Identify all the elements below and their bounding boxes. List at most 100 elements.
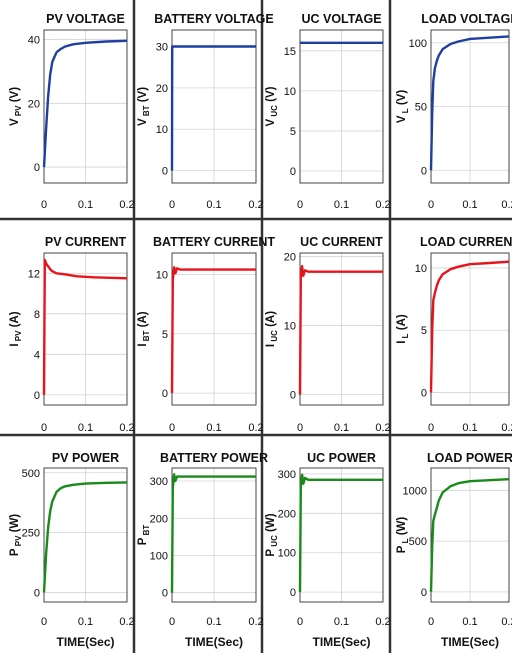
chart-panel-4: LOAD VOLTAGE 0 0.1 0.2 0 50 100 V L (V)	[396, 12, 512, 211]
chart-title: BATTERY POWER	[160, 451, 268, 465]
chart-title: PV POWER	[52, 451, 119, 465]
series-line	[298, 264, 383, 395]
x-tick-label: 0.1	[462, 199, 477, 211]
x-tick-label: 0.2	[375, 616, 390, 628]
plot-frame	[430, 29, 510, 184]
x-axis-label: TIME(Sec)	[441, 635, 499, 649]
y-tick-label: 10	[156, 124, 168, 136]
x-tick-label: 0.2	[248, 616, 263, 628]
y-tick-label: 500	[22, 468, 40, 480]
y-tick-label: 250	[22, 528, 40, 540]
series-line	[42, 481, 128, 593]
series-line	[429, 260, 510, 393]
y-tick-label: 5	[421, 325, 427, 337]
y-tick-label: 10	[284, 321, 296, 333]
chart-title: BATTERY CURRENT	[153, 235, 275, 249]
x-tick-label: 0.2	[501, 616, 512, 628]
x-tick-label: 0	[169, 199, 175, 211]
y-axis-label: P UC (W)	[265, 513, 279, 556]
y-axis-label: V PV (V)	[9, 87, 23, 126]
x-tick-label: 0	[41, 199, 47, 211]
y-tick-label: 8	[34, 309, 40, 321]
y-tick-label: 0	[162, 166, 168, 178]
y-tick-label: 5	[162, 329, 168, 341]
x-axis-label: TIME(Sec)	[56, 635, 114, 649]
chart-panel-5: PV CURRENT 0 0.1 0.2 0 4 8 12 I PV (A)	[9, 235, 135, 434]
x-tick-label: 0.1	[78, 616, 93, 628]
y-tick-label: 50	[415, 102, 427, 114]
y-tick-label: 300	[278, 469, 296, 481]
plot-frame	[43, 29, 128, 184]
y-tick-label: 40	[28, 35, 40, 47]
x-tick-label: 0.2	[119, 422, 134, 434]
y-tick-label: 0	[290, 587, 296, 599]
y-tick-label: 10	[156, 269, 168, 281]
y-tick-label: 0	[162, 588, 168, 600]
series-line	[429, 478, 510, 592]
chart-panel-12: LOAD POWER 0 0.1 0.2 0 500 1000 P L (W) TIME(Sec…	[396, 451, 512, 649]
x-tick-label: 0	[297, 616, 303, 628]
y-tick-label: 500	[409, 536, 427, 548]
y-axis-label: P BT	[137, 525, 151, 546]
y-axis-label: P L (W)	[396, 517, 410, 554]
y-tick-label: 0	[34, 390, 40, 402]
chart-title: UC POWER	[307, 451, 376, 465]
y-tick-label: 10	[415, 263, 427, 275]
plot-frame	[43, 467, 128, 603]
y-axis-label: I PV (A)	[9, 311, 23, 346]
y-tick-label: 0	[290, 166, 296, 178]
x-tick-label: 0.2	[501, 422, 512, 434]
x-tick-label: 0.2	[501, 199, 512, 211]
plot-frame	[299, 29, 384, 184]
x-tick-label: 0.1	[462, 616, 477, 628]
plot-frame	[430, 467, 510, 603]
y-tick-label: 0	[34, 162, 40, 174]
y-tick-label: 4	[34, 349, 40, 361]
x-tick-label: 0.1	[78, 422, 93, 434]
y-tick-label: 200	[150, 513, 168, 525]
y-tick-label: 300	[150, 476, 168, 488]
y-axis-label: V UC (V)	[265, 86, 279, 126]
x-tick-label: 0	[169, 422, 175, 434]
chart-panel-11: UC POWER 0 0.1 0.2 0 100 200 300 P UC (W) TIME(Se…	[265, 451, 391, 649]
series-line	[298, 473, 383, 593]
x-tick-label: 0.2	[248, 199, 263, 211]
y-tick-label: 0	[290, 390, 296, 402]
chart-title: PV CURRENT	[45, 235, 127, 249]
chart-panel-3: UC VOLTAGE 0 0.1 0.2 0 5 10 15 V UC (V)	[265, 12, 391, 211]
y-tick-label: 100	[150, 550, 168, 562]
y-tick-label: 12	[28, 268, 40, 280]
y-tick-label: 0	[421, 587, 427, 599]
y-axis-label: V L (V)	[396, 90, 410, 123]
chart-panel-2: BATTERY VOLTAGE 0 0.1 0.2 0 10 20 30 V BT (V)	[137, 12, 274, 211]
x-tick-label: 0.1	[334, 616, 349, 628]
chart-panel-7: UC CURRENT 0 0.1 0.2 0 10 20 I UC (A)	[265, 235, 391, 434]
x-tick-label: 0.1	[206, 422, 221, 434]
y-tick-label: 30	[156, 42, 168, 54]
series-line	[170, 473, 256, 593]
x-tick-label: 0.2	[119, 616, 134, 628]
x-tick-label: 0	[41, 422, 47, 434]
y-tick-label: 15	[284, 46, 296, 58]
y-axis-label: P PV (W)	[9, 514, 23, 556]
x-axis-label: TIME(Sec)	[312, 635, 370, 649]
x-tick-label: 0	[428, 616, 434, 628]
chart-title: UC CURRENT	[300, 235, 383, 249]
x-tick-label: 0.1	[78, 199, 93, 211]
chart-title: UC VOLTAGE	[301, 12, 381, 26]
y-axis-label: I L (A)	[396, 314, 410, 344]
y-tick-label: 100	[278, 548, 296, 560]
y-tick-label: 5	[290, 126, 296, 138]
y-tick-label: 0	[34, 587, 40, 599]
x-tick-label: 0	[169, 616, 175, 628]
x-tick-label: 0.2	[119, 199, 134, 211]
y-tick-label: 0	[421, 165, 427, 177]
x-tick-label: 0	[297, 199, 303, 211]
chart-title: LOAD VOLTAGE	[421, 12, 512, 26]
x-tick-label: 0	[428, 199, 434, 211]
y-axis-label: I UC (A)	[265, 311, 279, 347]
chart-title: BATTERY VOLTAGE	[154, 12, 273, 26]
y-tick-label: 100	[409, 38, 427, 50]
y-tick-label: 0	[162, 388, 168, 400]
